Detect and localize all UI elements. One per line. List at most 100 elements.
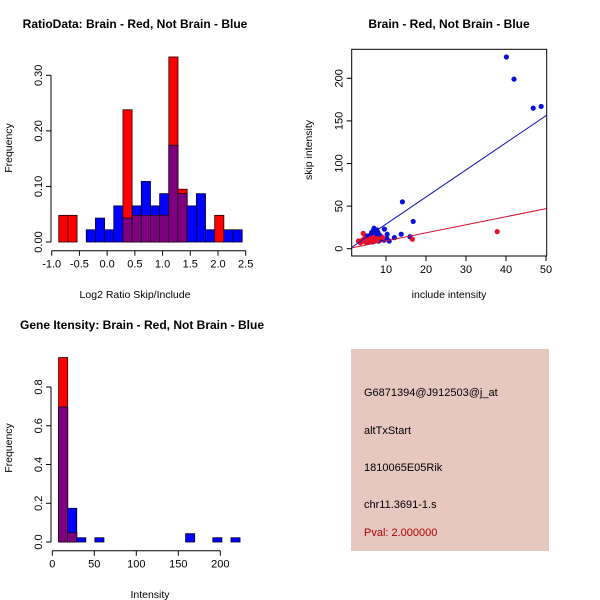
ratio-histogram-ylabel: Frequency xyxy=(3,122,15,172)
brain-point xyxy=(360,230,366,236)
brain-point xyxy=(374,237,380,243)
ratio-histogram-brain-bar xyxy=(58,214,69,243)
brain-point xyxy=(369,237,375,243)
scatter-y-tick-label: 50 xyxy=(334,200,346,212)
scatter-xlabel: include intensity xyxy=(412,289,487,301)
intensity-histogram-y-tick-label: 0.0 xyxy=(33,534,45,549)
ratio-histogram-overlap-bar xyxy=(131,214,142,243)
scatter-ylabel: skip intensity xyxy=(303,119,315,180)
ratio-histogram-overlap-bar xyxy=(159,214,170,243)
not-brain-point xyxy=(511,76,517,82)
scatter-title: Brain - Red, Not Brain - Blue xyxy=(368,17,530,31)
ratio-histogram-not-brain-bar xyxy=(205,229,216,243)
ratio-histogram-not-brain-bar xyxy=(104,229,115,243)
ratio-histogram-brain-bar xyxy=(214,214,225,243)
ratio-histogram-not-brain-bar xyxy=(85,229,96,243)
ratio-histogram-overlap-bar xyxy=(140,214,151,243)
info-location: chr11.3691-1.s xyxy=(364,499,437,511)
scatter-x-tick-label: 30 xyxy=(460,264,472,276)
ratio-histogram-overlap-bar xyxy=(177,193,188,243)
intensity-histogram-y-tick-label: 0.2 xyxy=(33,496,45,511)
ratio-histogram-panel: RatioData: Brain - Red, Not Brain - Blue… xyxy=(3,17,253,301)
brain-point xyxy=(364,238,370,244)
intensity-histogram-not-brain-bar xyxy=(76,537,87,543)
brain-point xyxy=(380,235,386,241)
scatter-y-tick-label: 200 xyxy=(334,69,346,87)
ratio-histogram-not-brain-bar xyxy=(95,217,106,243)
intensity-histogram-xlabel: Intensity xyxy=(130,589,170,600)
ratio-histogram-overlap-bar xyxy=(122,217,133,243)
info-gene-name: 1810065E05Rik xyxy=(364,462,443,474)
intensity-histogram-x-tick-label: 0 xyxy=(49,559,55,571)
ratio-histogram-x-tick-label: 0.5 xyxy=(127,259,142,271)
intensity-histogram-overlap-bar xyxy=(58,406,69,543)
not-brain-point xyxy=(398,231,404,237)
ratio-histogram-overlap-bar xyxy=(150,214,161,243)
brain-fit-line xyxy=(351,208,547,249)
scatter-panel: Brain - Red, Not Brain - Blue include in… xyxy=(303,17,552,301)
intensity-histogram-y-tick-label: 0.4 xyxy=(33,457,45,472)
scatter-x-tick-label: 40 xyxy=(500,264,512,276)
not-brain-point xyxy=(399,199,405,205)
intensity-histogram-x-tick-label: 50 xyxy=(88,559,100,571)
intensity-histogram-panel: Gene Itensity: Brain - Red, Not Brain - … xyxy=(3,318,264,600)
ratio-histogram-xlabel: Log2 Ratio Skip/Include xyxy=(80,289,191,301)
intensity-histogram-overlap-bar xyxy=(67,532,78,543)
ratio-histogram-not-brain-bar xyxy=(113,205,124,243)
ratio-histogram-not-brain-bar xyxy=(195,193,206,243)
intensity-histogram-y-tick-label: 0.8 xyxy=(33,379,45,394)
not-brain-point xyxy=(384,235,390,242)
ratio-histogram-x-tick-label: -1.0 xyxy=(42,259,61,271)
ratio-histogram-title: RatioData: Brain - Red, Not Brain - Blue xyxy=(23,17,248,31)
ratio-histogram-x-tick-label: -0.5 xyxy=(70,259,89,271)
brain-point xyxy=(494,229,500,235)
ratio-histogram-y-tick-label: 0.20 xyxy=(33,120,45,141)
ratio-histogram-y-tick-label: 0.10 xyxy=(33,176,45,197)
not-brain-point xyxy=(410,218,416,225)
scatter-x-tick-label: 10 xyxy=(380,264,392,276)
ratio-histogram-y-tick-label: 0.00 xyxy=(33,231,45,252)
scatter-y-tick-label: 100 xyxy=(334,154,346,172)
not-brain-point xyxy=(538,103,544,110)
intensity-histogram-not-brain-bar xyxy=(230,537,241,543)
intensity-histogram-title: Gene Itensity: Brain - Red, Not Brain - … xyxy=(20,318,264,332)
ratio-histogram-not-brain-bar xyxy=(186,205,197,243)
not-brain-point xyxy=(384,231,390,237)
scatter-y-tick-label: 0 xyxy=(334,246,346,252)
scatter-x-tick-label: 20 xyxy=(420,264,432,276)
not-brain-point xyxy=(381,226,387,232)
scatter-x-tick-label: 50 xyxy=(540,264,552,276)
ratio-histogram-not-brain-bar xyxy=(232,229,243,243)
intensity-histogram-not-brain-bar xyxy=(94,537,105,543)
not-brain-point xyxy=(530,105,536,111)
ratio-histogram-x-tick-label: 1.0 xyxy=(155,259,170,271)
scatter-data-area xyxy=(351,54,547,249)
ratio-histogram-x-tick-label: 2.5 xyxy=(238,259,253,271)
ratio-histogram-x-tick-label: 2.0 xyxy=(210,259,225,271)
ratio-histogram-x-tick-label: 0.0 xyxy=(99,259,114,271)
ratio-histogram-overlap-bar xyxy=(168,144,179,243)
info-background xyxy=(351,349,549,551)
intensity-histogram-ylabel: Frequency xyxy=(3,422,15,472)
info-panel: G6871394@J912503@j_at altTxStart 1810065… xyxy=(351,349,549,551)
ratio-histogram-not-brain-bar xyxy=(223,229,234,243)
intensity-histogram-x-tick-label: 200 xyxy=(211,559,229,571)
ratio-histogram-x-tick-label: 1.5 xyxy=(183,259,198,271)
not-brain-fit-line xyxy=(351,114,547,248)
scatter-plot-box xyxy=(351,48,548,257)
not-brain-point xyxy=(503,54,509,60)
intensity-histogram-x-tick-label: 150 xyxy=(169,559,187,571)
info-probe-id: G6871394@J912503@j_at xyxy=(364,387,498,399)
ratio-histogram-y-tick-label: 0.30 xyxy=(33,65,45,86)
info-event-type: altTxStart xyxy=(364,425,411,437)
intensity-histogram-not-brain-bar xyxy=(212,537,223,543)
intensity-histogram-not-brain-bar xyxy=(185,533,196,543)
intensity-histogram-y-tick-label: 0.6 xyxy=(33,418,45,433)
ratio-histogram-brain-bar xyxy=(67,214,78,243)
intensity-histogram-x-tick-label: 100 xyxy=(127,559,145,571)
brain-point xyxy=(409,236,415,242)
info-pval: Pval: 2.000000 xyxy=(364,527,437,539)
scatter-y-tick-label: 150 xyxy=(334,112,346,130)
